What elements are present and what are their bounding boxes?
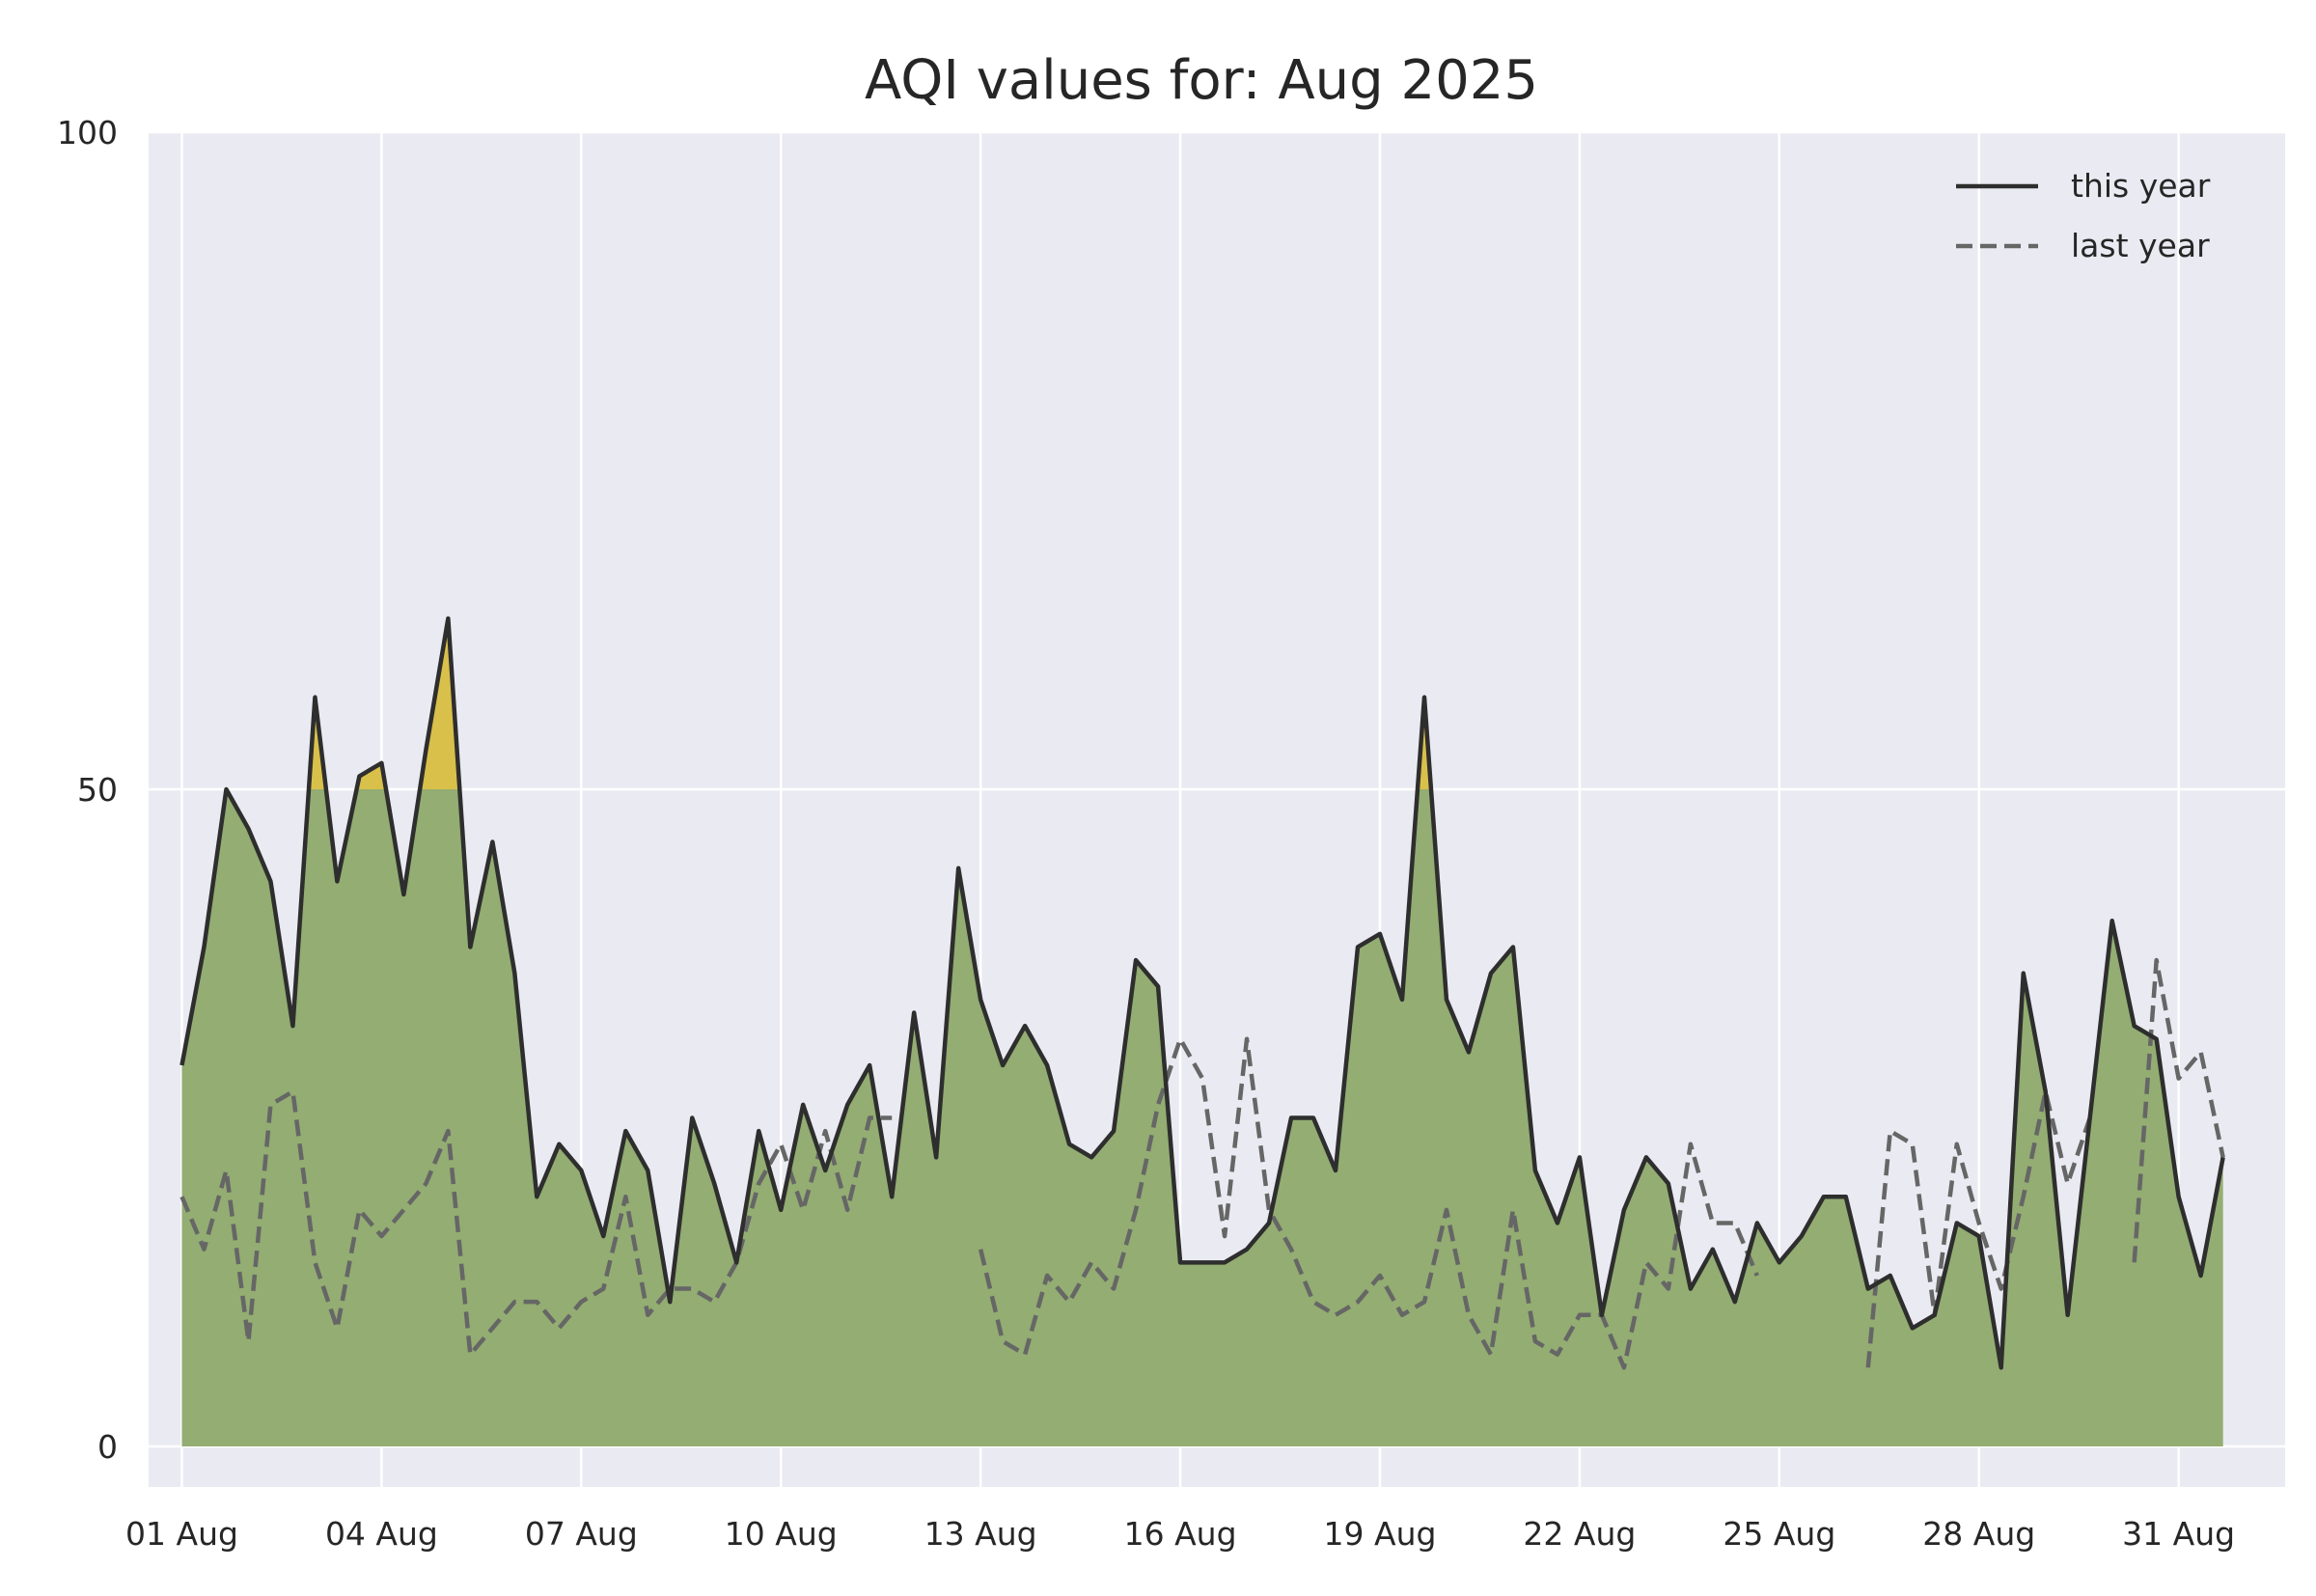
axis-ticks: 01 Aug 04 Aug 07 Aug 10 Aug 13 Aug 16 Aug 19 A… [57, 114, 2235, 1553]
y-tick-label: 50 [77, 771, 118, 809]
x-tick-label: 13 Aug [924, 1515, 1037, 1553]
x-tick-label: 19 Aug [1324, 1515, 1437, 1553]
last-year-line [1865, 1089, 2092, 1368]
x-tick-label: 01 Aug [125, 1515, 238, 1553]
x-tick-label: 16 Aug [1124, 1515, 1237, 1553]
x-tick-label: 25 Aug [1723, 1515, 1835, 1553]
series-lines [179, 616, 2225, 1370]
x-tick-label: 31 Aug [2122, 1515, 2235, 1553]
legend: this year last year [1956, 167, 2211, 264]
legend-label: last year [2071, 227, 2210, 264]
chart-title: AQI values for: Aug 2025 [865, 49, 1538, 112]
x-tick-label: 10 Aug [725, 1515, 838, 1553]
x-tick-label: 04 Aug [325, 1515, 438, 1553]
y-tick-label: 0 [97, 1428, 118, 1466]
this-year-line [179, 616, 2225, 1370]
last-year-line [978, 1036, 1759, 1370]
area-fill [181, 618, 2223, 1446]
good-aqi-area [181, 789, 2223, 1446]
x-tick-label: 28 Aug [1922, 1515, 2035, 1553]
x-tick-label: 07 Aug [525, 1515, 638, 1553]
last-year-line [2132, 957, 2225, 1263]
y-tick-label: 100 [57, 114, 118, 151]
last-year-line [179, 1089, 893, 1357]
legend-label: this year [2071, 167, 2211, 205]
x-tick-label: 22 Aug [1523, 1515, 1636, 1553]
